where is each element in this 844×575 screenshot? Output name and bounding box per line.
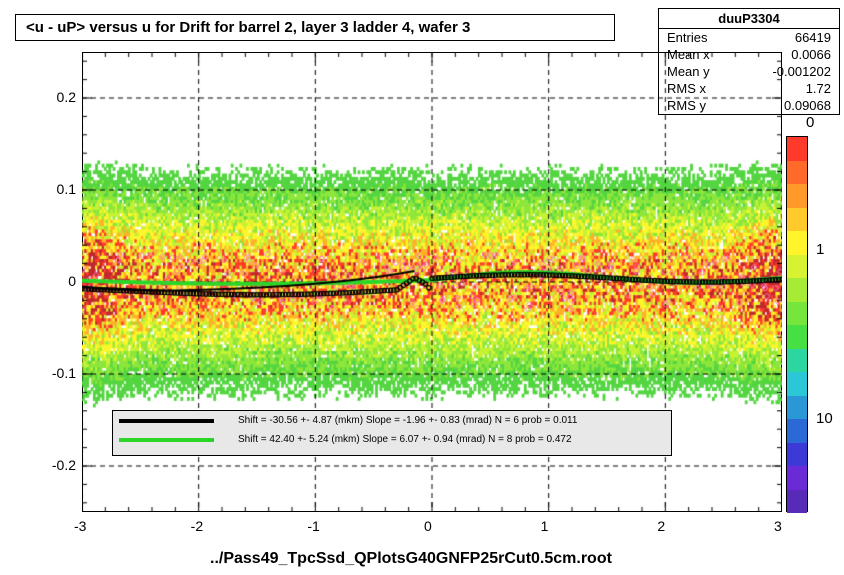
colorbar-segment [787,466,807,490]
y-tick-label: 0 [68,273,76,289]
plot-title-box: <u - uP> versus u for Drift for barrel 2… [15,14,615,41]
colorbar-segment [787,184,807,208]
colorbar-segment [787,231,807,255]
y-tick-label: 0.1 [57,181,76,197]
x-tick-label: -2 [191,518,203,534]
colorbar-segment [787,372,807,396]
legend-text: Shift = 42.40 +- 5.24 (mkm) Slope = 6.07… [238,434,572,445]
legend-swatch [119,419,214,423]
y-tick-label: 0.2 [57,89,76,105]
colorbar-segment [787,208,807,232]
stats-row: Entries 66419 [659,29,839,46]
x-tick-label: 1 [541,518,549,534]
x-tick-label: 3 [774,518,782,534]
stats-name: duuP3304 [659,9,839,29]
colorbar-segment [787,325,807,349]
fit-legend: Shift = -30.56 +- 4.87 (mkm) Slope = -1.… [112,410,672,456]
stats-value: 66419 [795,30,831,45]
colorbar-label: 10 [816,410,833,427]
axis-extra-zero: 0 [806,114,814,131]
legend-swatch [119,438,214,442]
colorbar [786,136,808,512]
x-tick-label: 0 [424,518,432,534]
stats-value: 0.0066 [791,47,831,62]
colorbar-segment [787,396,807,420]
colorbar-segment [787,137,807,161]
colorbar-label: 1 [816,241,824,258]
plot-title: <u - uP> versus u for Drift for barrel 2… [26,19,470,36]
stats-label: Entries [667,30,707,45]
colorbar-segment [787,255,807,279]
x-tick-label: -3 [74,518,86,534]
colorbar-segment [787,302,807,326]
colorbar-segment [787,278,807,302]
x-tick-label: 2 [657,518,665,534]
legend-row: Shift = 42.40 +- 5.24 (mkm) Slope = 6.07… [113,430,671,449]
stats-value: 0.09068 [784,98,831,113]
y-tick-label: -0.1 [52,365,76,381]
stats-value: 1.72 [806,81,831,96]
colorbar-segment [787,349,807,373]
x-tick-label: -1 [307,518,319,534]
file-path-label: ../Pass49_TpcSsd_QPlotsG40GNFP25rCut0.5c… [210,550,612,568]
colorbar-segment [787,443,807,467]
colorbar-segment [787,161,807,185]
legend-text: Shift = -30.56 +- 4.87 (mkm) Slope = -1.… [238,415,577,426]
colorbar-segment [787,490,807,514]
y-tick-label: -0.2 [52,457,76,473]
legend-row: Shift = -30.56 +- 4.87 (mkm) Slope = -1.… [113,411,671,430]
colorbar-segment [787,419,807,443]
